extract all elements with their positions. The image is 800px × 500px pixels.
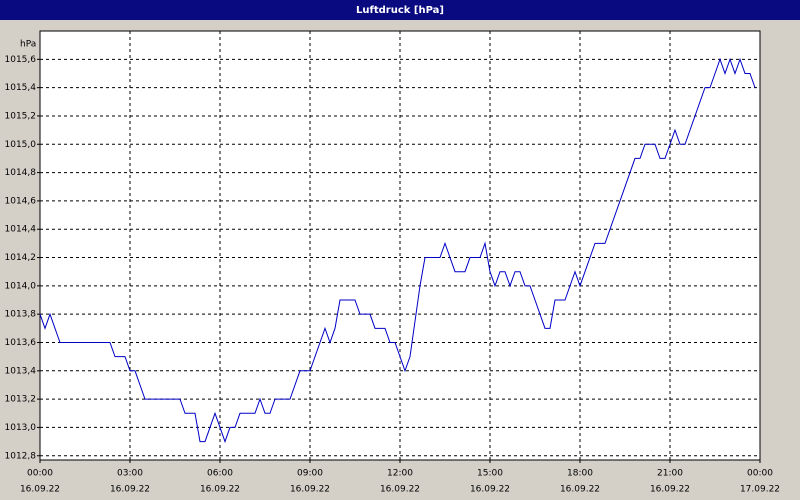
y-tick-label: 1015,0 [5, 140, 37, 150]
x-tick-label: 03:00 [117, 469, 143, 479]
x-tick-date: 16.09.22 [200, 485, 240, 495]
x-tick-label: 00:00 [747, 469, 773, 479]
x-tick-date: 16.09.22 [290, 485, 330, 495]
data-line [39, 57, 756, 444]
plot-area [39, 30, 761, 461]
y-tick-label: 1014,8 [5, 168, 37, 178]
x-tick-date: 16.09.22 [560, 485, 600, 495]
y-tick-label: 1015,4 [5, 83, 37, 93]
x-tick-label: 21:00 [657, 469, 683, 479]
y-tick-label: 1013,0 [5, 423, 37, 433]
y-tick-label: 1014,0 [5, 281, 37, 291]
x-tick-date: 16.09.22 [20, 485, 60, 495]
y-tick-label: 1013,6 [5, 338, 37, 348]
y-tick-label: 1014,6 [5, 196, 37, 206]
x-tick-label: 06:00 [207, 469, 233, 479]
y-tick-label: 1013,4 [5, 366, 37, 376]
y-tick-label: 1013,2 [5, 395, 37, 405]
x-tick-label: 00:00 [27, 469, 53, 479]
y-tick-label: 1015,2 [5, 111, 37, 121]
y-tick-label: 1014,4 [5, 225, 37, 235]
y-tick-label: 1015,6 [5, 55, 37, 65]
chart-title: Luftdruck [hPa] [356, 5, 444, 16]
x-tick-date: 16.09.22 [650, 485, 690, 495]
y-tick-label: 1013,8 [5, 310, 37, 320]
x-tick-date: 16.09.22 [470, 485, 510, 495]
x-tick-label: 09:00 [297, 469, 323, 479]
x-tick-date: 17.09.22 [740, 485, 780, 495]
x-tick-label: 18:00 [567, 469, 593, 479]
y-axis-label: hPa [20, 40, 36, 50]
title-bar [0, 0, 800, 20]
y-tick-label: 1012,8 [5, 451, 37, 461]
x-tick-date: 16.09.22 [110, 485, 150, 495]
x-tick-label: 15:00 [477, 469, 503, 479]
x-tick-label: 12:00 [387, 469, 413, 479]
y-tick-label: 1014,2 [5, 253, 37, 263]
x-tick-date: 16.09.22 [380, 485, 420, 495]
